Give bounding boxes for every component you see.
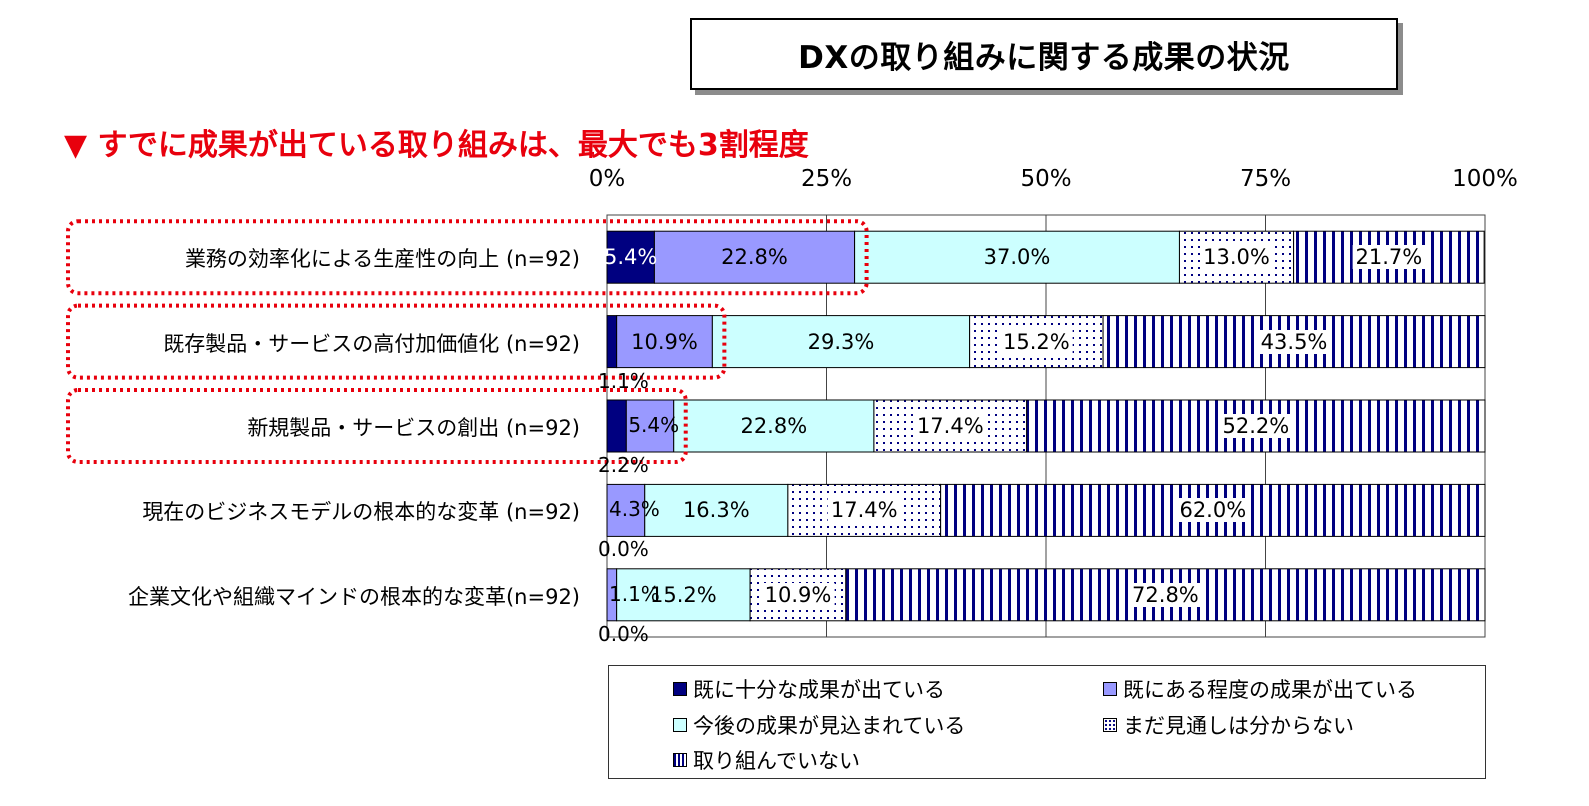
bar-segment-some [625, 399, 675, 453]
value-label-sufficient: 1.1% [598, 368, 649, 393]
value-label-future: 29.3% [807, 329, 875, 354]
bar-segment-some [606, 483, 646, 537]
category-label: 業務の効率化による生産性の向上 (n=92) [184, 247, 580, 272]
x-tick-label: 0% [588, 166, 626, 192]
value-label-sufficient: 2.2% [598, 453, 649, 477]
x-tick-label: 25% [800, 166, 853, 192]
value-label-some: 22.8% [721, 245, 788, 270]
value-label-sufficient: 0.0% [598, 537, 649, 562]
headline-subtitle: ▼ すでに成果が出ている取り組みは、最大でも3割程度 [64, 128, 809, 163]
value-label-none: 72.8% [1129, 582, 1202, 607]
bar-segment-future [711, 315, 971, 369]
legend-swatch-unknown [1103, 718, 1117, 732]
value-label-unknown: 15.2% [999, 329, 1073, 354]
bar-segment-future [616, 568, 751, 622]
value-label-none: 52.2% [1219, 414, 1293, 438]
bar-segment-sufficient [606, 399, 627, 453]
legend-label-sufficient: 既に十分な成果が出ている [693, 678, 945, 702]
category-label: 現在のビジネスモデルの根本的な変革 (n=92) [142, 500, 580, 525]
value-label-unknown: 13.0% [1200, 245, 1273, 270]
x-tick-label: 50% [1020, 166, 1072, 192]
x-tick-label: 100% [1452, 166, 1518, 192]
value-label-none: 21.7% [1352, 245, 1426, 270]
chart-title-box: DXの取り組みに関する成果の状況 [690, 18, 1398, 90]
legend-swatch-sufficient [673, 682, 687, 696]
category-label: 新規製品・サービスの創出 (n=92) [247, 416, 580, 440]
legend-swatch-some [1103, 682, 1117, 696]
value-label-future: 15.2% [650, 582, 717, 607]
chart-title: DXの取り組みに関する成果の状況 [798, 39, 1290, 76]
value-label-future: 22.8% [740, 414, 808, 438]
highlight-box [66, 388, 688, 464]
legend-label-unknown: まだ見通しは分からない [1123, 714, 1354, 738]
legend-swatch-none [673, 753, 687, 767]
chart-legend: 既に十分な成果が出ている 既にある程度の成果が出ている 今後の成果が見込まれてい… [608, 665, 1486, 779]
value-label-some: 5.4% [628, 413, 680, 437]
category-label: 既存製品・サービスの高付加価値化 (n=92) [163, 331, 580, 356]
highlight-box [66, 219, 869, 296]
legend-item-some: 既にある程度の成果が出ている [1103, 674, 1417, 704]
highlight-box [66, 303, 727, 380]
value-label-future: 37.0% [983, 245, 1051, 270]
legend-item-unknown: まだ見通しは分からない [1103, 710, 1354, 740]
value-label-some: 1.1% [609, 581, 660, 606]
legend-label-none: 取り組んでいない [693, 749, 860, 773]
legend-item-none: 取り組んでいない [673, 745, 860, 775]
legend-item-sufficient: 既に十分な成果が出ている [673, 674, 945, 704]
bar-segment-some [616, 315, 713, 369]
value-label-unknown: 17.4% [827, 498, 901, 523]
value-label-some: 4.3% [609, 497, 660, 522]
legend-swatch-future [673, 718, 687, 732]
value-label-sufficient: 5.4% [604, 245, 658, 270]
legend-item-future: 今後の成果が見込まれている [673, 710, 965, 740]
bar-segment-future [644, 483, 789, 537]
value-label-some: 10.9% [631, 329, 698, 354]
legend-label-some: 既にある程度の成果が出ている [1123, 678, 1417, 702]
value-label-unknown: 17.4% [913, 414, 987, 438]
legend-label-future: 今後の成果が見込まれている [693, 714, 966, 738]
value-label-none: 62.0% [1176, 498, 1250, 523]
value-label-future: 16.3% [682, 498, 750, 523]
value-label-none: 43.5% [1257, 329, 1331, 354]
bar-segment-sufficient [606, 315, 618, 369]
value-label-sufficient: 0.0% [598, 621, 649, 646]
x-tick-label: 75% [1239, 166, 1292, 192]
value-label-unknown: 10.9% [761, 582, 835, 607]
category-label: 企業文化や組織マインドの根本的な変革(n=92) [127, 584, 580, 609]
